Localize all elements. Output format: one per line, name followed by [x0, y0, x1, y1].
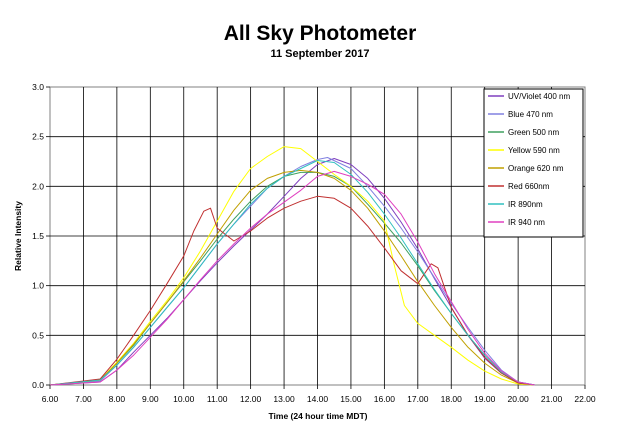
series-line-4 [49, 146, 535, 386]
y-tick-label: 1.5 [32, 231, 44, 241]
series-line-8 [49, 170, 535, 386]
x-tick-label: 8.00 [109, 394, 126, 404]
x-tick-label: 7.00 [75, 394, 92, 404]
x-tick-label: 12.00 [240, 394, 262, 404]
legend-label: IR 940 nm [508, 218, 545, 227]
x-tick-label: 13.00 [273, 394, 295, 404]
legend-label: IR 890nm [508, 200, 543, 209]
legend-label: Red 660nm [508, 182, 550, 191]
chart-title: All Sky Photometer [224, 22, 417, 45]
x-tick-label: 9.00 [142, 394, 159, 404]
x-tick-label: 6.00 [42, 394, 59, 404]
y-tick-label: 3.0 [32, 82, 44, 92]
y-tick-label: 2.5 [32, 132, 44, 142]
x-tick-label: 11.00 [207, 394, 228, 404]
x-tick-label: 15.00 [340, 394, 362, 404]
series-line-5 [49, 169, 535, 386]
series-line-6 [49, 195, 535, 386]
x-tick-label: 22.00 [574, 394, 596, 404]
x-tick-label: 14.00 [307, 394, 329, 404]
x-axis-label: Time (24 hour time MDT) [268, 411, 367, 421]
chart-subtitle: 11 September 2017 [270, 48, 369, 60]
x-tick-label: 19.00 [474, 394, 496, 404]
series-line-7 [49, 160, 535, 386]
x-tick-label: 21.00 [541, 394, 563, 404]
x-tick-label: 17.00 [407, 394, 429, 404]
y-axis-ticks: 0.0 0.5 1.0 1.5 2.0 2.5 3.0 [32, 82, 50, 390]
x-axis-ticks: 6.00 7.00 8.00 9.00 10.00 11.00 12.00 13.00 14.0… [42, 385, 596, 404]
legend-label: Blue 470 nm [508, 110, 553, 119]
x-tick-label: 16.00 [374, 394, 396, 404]
y-tick-label: 2.0 [32, 181, 44, 191]
x-tick-label: 18.00 [441, 394, 463, 404]
legend-label: UV/Violet 400 nm [508, 92, 570, 101]
x-tick-label: 20.00 [507, 394, 529, 404]
y-axis-label: Relative Intensity [13, 201, 23, 271]
y-tick-label: 1.0 [32, 281, 44, 291]
y-tick-label: 0.5 [32, 330, 44, 340]
legend-label: Yellow 590 nm [508, 146, 560, 155]
legend-label: Orange 620 nm [508, 164, 564, 173]
legend-label: Green 500 nm [508, 128, 559, 137]
y-tick-label: 0.0 [32, 380, 44, 390]
series-lines [49, 146, 535, 386]
x-tick-label: 10.00 [173, 394, 195, 404]
legend: UV/Violet 400 nm Blue 470 nm Green 500 nm Y… [483, 88, 584, 238]
